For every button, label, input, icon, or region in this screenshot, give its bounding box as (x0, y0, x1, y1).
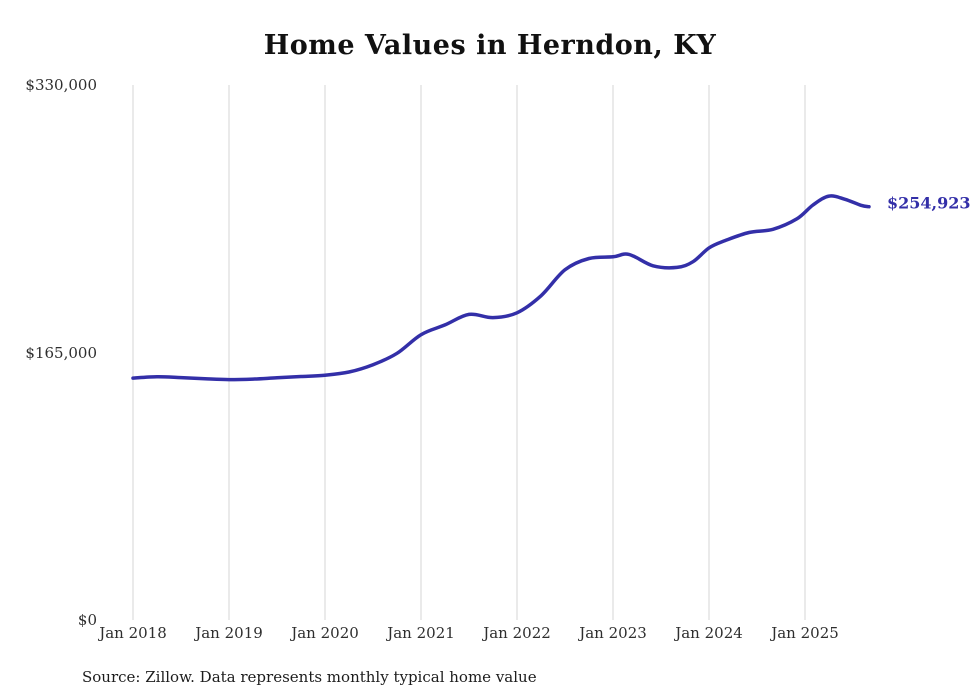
y-tick-label: $330,000 (25, 76, 97, 94)
series-line (131, 194, 871, 382)
source-note: Source: Zillow. Data represents monthly … (82, 668, 537, 686)
x-tick-label: Jan 2020 (291, 624, 359, 642)
x-tick-label: Jan 2018 (99, 624, 167, 642)
end-value-label: $254,923 (887, 193, 971, 213)
chart-title: Home Values in Herndon, KY (263, 30, 717, 61)
x-tick-label: Jan 2023 (579, 624, 647, 642)
y-tick-label: $165,000 (25, 343, 97, 362)
y-tick-label: $0 (77, 611, 97, 629)
x-tick-label: Jan 2022 (483, 624, 551, 642)
x-tick-label: Jan 2024 (675, 624, 743, 642)
x-tick-label: Jan 2025 (771, 624, 839, 642)
x-tick-label: Jan 2019 (195, 624, 263, 642)
x-tick-label: Jan 2021 (387, 624, 455, 642)
